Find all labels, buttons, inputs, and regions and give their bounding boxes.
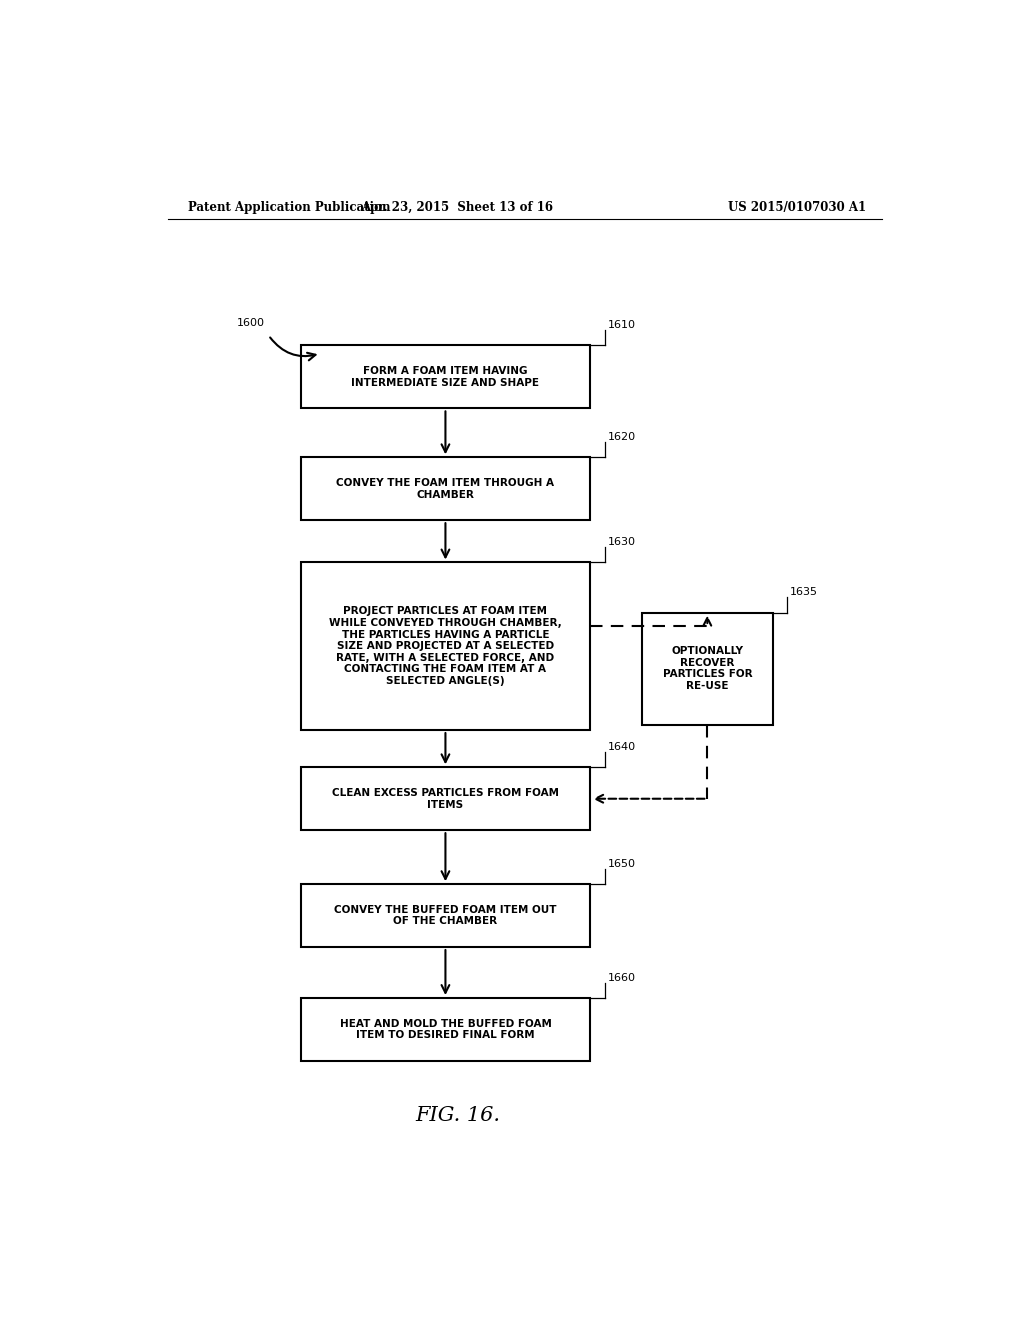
FancyBboxPatch shape xyxy=(301,767,590,830)
Text: 1600: 1600 xyxy=(237,318,265,329)
Text: US 2015/0107030 A1: US 2015/0107030 A1 xyxy=(728,201,866,214)
Text: 1630: 1630 xyxy=(607,537,636,548)
FancyBboxPatch shape xyxy=(301,457,590,520)
Text: FORM A FOAM ITEM HAVING
INTERMEDIATE SIZE AND SHAPE: FORM A FOAM ITEM HAVING INTERMEDIATE SIZ… xyxy=(351,366,540,388)
Text: OPTIONALLY
RECOVER
PARTICLES FOR
RE-USE: OPTIONALLY RECOVER PARTICLES FOR RE-USE xyxy=(663,647,753,692)
Text: 1635: 1635 xyxy=(791,587,818,598)
Text: CONVEY THE FOAM ITEM THROUGH A
CHAMBER: CONVEY THE FOAM ITEM THROUGH A CHAMBER xyxy=(337,478,554,499)
Text: Apr. 23, 2015  Sheet 13 of 16: Apr. 23, 2015 Sheet 13 of 16 xyxy=(361,201,553,214)
Text: CONVEY THE BUFFED FOAM ITEM OUT
OF THE CHAMBER: CONVEY THE BUFFED FOAM ITEM OUT OF THE C… xyxy=(334,904,557,927)
Text: 1610: 1610 xyxy=(607,321,636,330)
Text: 1640: 1640 xyxy=(607,742,636,752)
FancyBboxPatch shape xyxy=(301,562,590,730)
Text: CLEAN EXCESS PARTICLES FROM FOAM
ITEMS: CLEAN EXCESS PARTICLES FROM FOAM ITEMS xyxy=(332,788,559,809)
FancyBboxPatch shape xyxy=(642,612,773,725)
FancyBboxPatch shape xyxy=(301,346,590,408)
Text: 1650: 1650 xyxy=(607,859,636,869)
FancyBboxPatch shape xyxy=(301,884,590,948)
Text: 1660: 1660 xyxy=(607,973,636,982)
Text: 1620: 1620 xyxy=(607,432,636,442)
Text: PROJECT PARTICLES AT FOAM ITEM
WHILE CONVEYED THROUGH CHAMBER,
THE PARTICLES HAV: PROJECT PARTICLES AT FOAM ITEM WHILE CON… xyxy=(329,606,562,686)
Text: FIG. 16.: FIG. 16. xyxy=(415,1106,500,1126)
Text: HEAT AND MOLD THE BUFFED FOAM
ITEM TO DESIRED FINAL FORM: HEAT AND MOLD THE BUFFED FOAM ITEM TO DE… xyxy=(340,1019,551,1040)
Text: Patent Application Publication: Patent Application Publication xyxy=(187,201,390,214)
FancyBboxPatch shape xyxy=(301,998,590,1061)
